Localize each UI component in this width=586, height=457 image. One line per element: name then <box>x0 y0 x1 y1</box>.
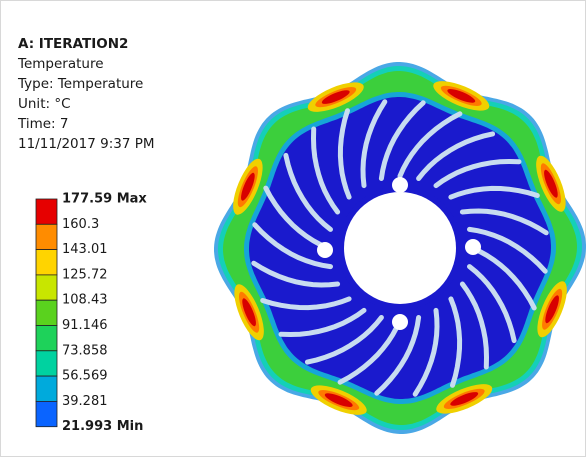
vane <box>251 260 341 288</box>
legend-label: 177.59 Max <box>62 192 147 207</box>
legend-label: 91.146 <box>62 318 108 333</box>
bolt-hole <box>392 177 408 193</box>
vane <box>283 152 333 232</box>
legend-label: 56.569 <box>62 369 108 384</box>
legend-label: 160.3 <box>62 217 99 232</box>
vane <box>459 208 549 236</box>
vane <box>337 317 403 385</box>
vane <box>252 222 333 270</box>
vane <box>260 296 352 311</box>
hot-zone <box>241 172 255 201</box>
hot-zone <box>447 89 476 103</box>
vane <box>469 245 537 311</box>
hot-zone <box>242 298 256 327</box>
vane <box>467 226 548 274</box>
vane <box>412 307 440 397</box>
hot-zone <box>321 90 350 104</box>
header-line: 11/11/2017 9:37 PM <box>18 136 155 152</box>
legend: 177.59 Max 160.3 143.01 125.72 108.43 91.146 7… <box>35 192 147 434</box>
legend-swatch <box>35 249 58 276</box>
header-line: Type: Temperature <box>17 76 143 92</box>
legend-swatch <box>35 400 58 428</box>
header-line: Temperature <box>17 56 104 72</box>
vane <box>310 126 341 215</box>
header-line: Time: 7 <box>17 116 68 132</box>
header-line: Unit: °C <box>18 96 71 112</box>
bolt-hole <box>392 314 408 330</box>
legend-swatch <box>35 223 58 251</box>
hot-zone <box>544 169 558 198</box>
center-hole <box>344 192 456 304</box>
legend-label: 143.01 <box>62 242 108 257</box>
legend-label: 21.993 Min <box>62 419 143 434</box>
hot-zone <box>450 392 479 406</box>
legend-swatch <box>35 299 58 326</box>
legend-label: 73.858 <box>62 343 108 358</box>
vane <box>360 99 388 189</box>
legend-label: 39.281 <box>62 394 108 409</box>
hot-zone <box>324 393 353 407</box>
vane <box>378 100 426 181</box>
legend-label: 125.72 <box>62 267 108 282</box>
vane <box>467 264 517 344</box>
bolt-hole <box>465 239 481 255</box>
vane <box>374 315 422 396</box>
vane <box>337 108 352 200</box>
legend-swatch <box>35 274 58 301</box>
legend-swatch <box>35 350 58 377</box>
vane <box>304 315 384 365</box>
vane <box>263 185 331 251</box>
result-title: A: ITERATION2 <box>18 36 128 52</box>
vane <box>397 111 463 179</box>
hot-zone <box>545 295 559 324</box>
vane <box>278 307 367 338</box>
legend-swatch <box>35 198 58 225</box>
vane <box>448 296 463 388</box>
bolt-hole <box>317 242 333 258</box>
legend-swatch <box>35 325 58 352</box>
vane <box>459 281 490 370</box>
legend-label: 108.43 <box>62 293 108 308</box>
vane <box>448 185 540 200</box>
legend-swatch <box>35 375 58 402</box>
disc-model <box>214 62 586 434</box>
vane <box>416 131 496 181</box>
vane <box>433 158 522 189</box>
